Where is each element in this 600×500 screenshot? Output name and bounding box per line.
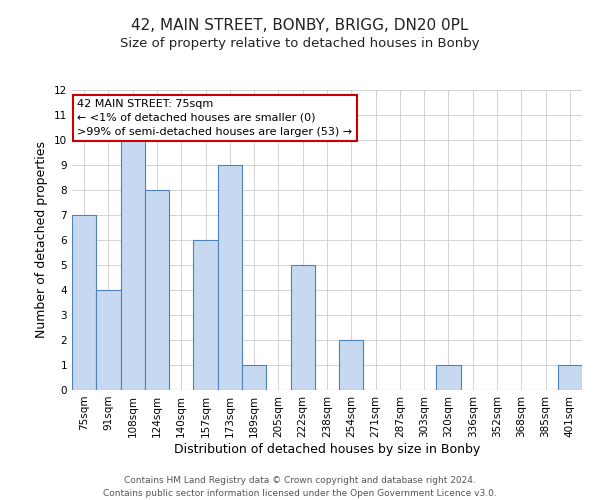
Text: Size of property relative to detached houses in Bonby: Size of property relative to detached ho… <box>120 38 480 51</box>
Text: 42, MAIN STREET, BONBY, BRIGG, DN20 0PL: 42, MAIN STREET, BONBY, BRIGG, DN20 0PL <box>131 18 469 32</box>
Bar <box>242 365 266 390</box>
Text: Contains HM Land Registry data © Crown copyright and database right 2024.
Contai: Contains HM Land Registry data © Crown c… <box>103 476 497 498</box>
Bar <box>558 365 582 390</box>
Bar <box>193 240 218 390</box>
Bar <box>218 165 242 390</box>
X-axis label: Distribution of detached houses by size in Bonby: Distribution of detached houses by size … <box>174 442 480 456</box>
Text: 42 MAIN STREET: 75sqm
← <1% of detached houses are smaller (0)
>99% of semi-deta: 42 MAIN STREET: 75sqm ← <1% of detached … <box>77 99 352 137</box>
Bar <box>121 140 145 390</box>
Bar <box>436 365 461 390</box>
Bar <box>290 265 315 390</box>
Bar <box>96 290 121 390</box>
Y-axis label: Number of detached properties: Number of detached properties <box>35 142 49 338</box>
Bar <box>72 215 96 390</box>
Bar <box>339 340 364 390</box>
Bar <box>145 190 169 390</box>
